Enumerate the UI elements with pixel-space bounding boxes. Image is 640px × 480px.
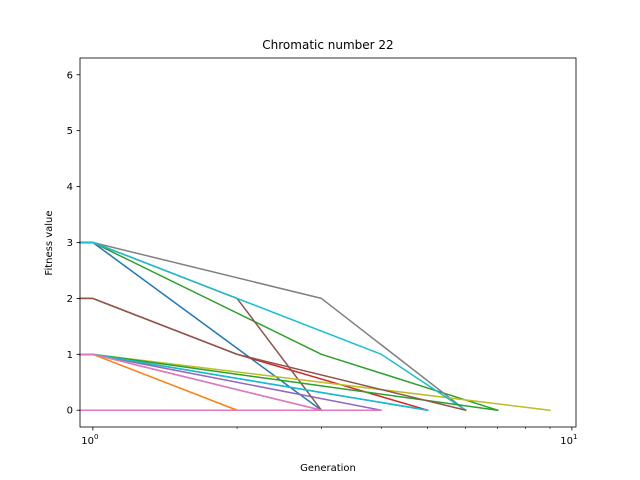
series-layer <box>79 241 551 412</box>
series-line-15 <box>79 353 429 412</box>
chart-title: Chromatic number 22 <box>262 38 393 52</box>
series-line-1 <box>79 241 323 412</box>
y-tick-label: 1 <box>67 350 73 361</box>
axes-layer: 0 1 2 3 4 5 6 100 101 <box>67 57 577 447</box>
y-tick-label: 2 <box>67 294 73 305</box>
y-tick-label: 4 <box>67 182 73 193</box>
y-tick-label: 0 <box>67 406 73 417</box>
y-tick-label: 6 <box>67 70 73 81</box>
x-axis-label: Generation <box>300 463 356 474</box>
y-tick-label: 3 <box>67 238 73 249</box>
series-line-16 <box>79 353 323 412</box>
x-tick-label: 101 <box>560 433 577 447</box>
series-line-10 <box>79 241 467 412</box>
x-tick-label: 100 <box>81 433 98 447</box>
series-line-6 <box>79 241 323 412</box>
series-line-13 <box>79 297 467 412</box>
series-line-3 <box>79 241 499 412</box>
y-tick-label: 5 <box>67 126 73 137</box>
y-axis-label: Fitness value <box>44 210 55 275</box>
plot-frame <box>79 57 577 428</box>
